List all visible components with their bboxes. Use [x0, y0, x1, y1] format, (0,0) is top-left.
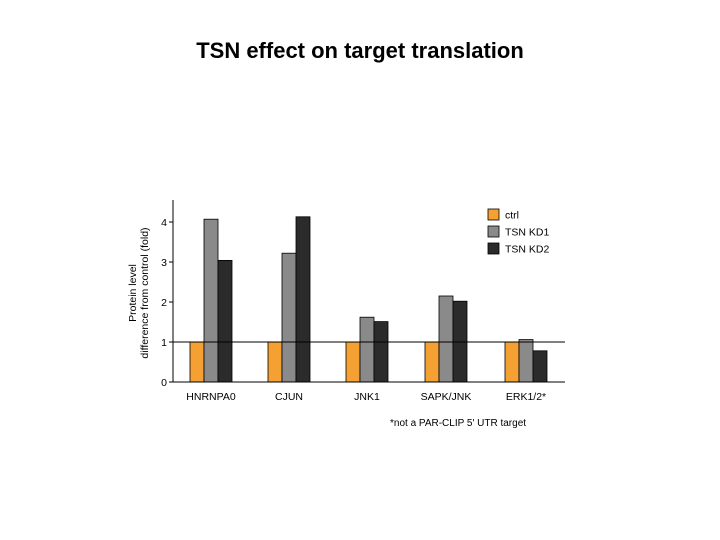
footnote: *not a PAR-CLIP 5' UTR target: [390, 418, 526, 429]
axes-group: 0 1 2 3 4: [161, 200, 565, 389]
x-tick-label: HNRNPA0: [186, 391, 236, 403]
bar-ctrl-4: [504, 341, 520, 383]
legend: ctrl TSN KD1 TSN KD2: [487, 208, 550, 256]
y-tick-label: 1: [161, 337, 167, 349]
bar-tsn-kd2-4: [532, 350, 548, 383]
legend-swatch: [487, 242, 500, 255]
legend-swatch: [487, 208, 500, 221]
bar-tsn-kd2-0: [217, 259, 233, 383]
x-tick-label: JNK1: [354, 391, 380, 403]
y-axis-title: Protein level difference from control (f…: [127, 227, 151, 358]
y-tick-label: 2: [161, 297, 167, 309]
legend-label: TSN KD2: [505, 244, 550, 256]
bar-tsn-kd2-1: [295, 216, 311, 383]
legend-label: ctrl: [505, 210, 519, 222]
bar-tsn-kd1-3: [438, 295, 454, 383]
bars-group: HNRNPA0 CJUN JNK1 SAPK/JNK ERK1/2*: [186, 216, 548, 403]
bar-ctrl-3: [424, 341, 440, 383]
bar-ctrl-0: [189, 341, 205, 383]
bar-tsn-kd2-2: [373, 321, 389, 383]
slide-title: TSN effect on target translation: [196, 38, 524, 63]
bar-tsn-kd1-0: [203, 218, 219, 383]
bar-tsn-kd1-4: [518, 339, 534, 383]
bar-tsn-kd1-1: [281, 252, 297, 383]
y-axis-title-line2: difference from control (fold): [139, 227, 151, 358]
legend-label: TSN KD1: [505, 227, 550, 239]
bar-ctrl-2: [345, 341, 361, 383]
y-tick-label: 0: [161, 377, 167, 389]
bar-tsn-kd1-2: [359, 316, 375, 383]
legend-swatch: [487, 225, 500, 238]
x-tick-label: ERK1/2*: [506, 391, 546, 403]
x-tick-label: CJUN: [275, 391, 303, 403]
y-axis-title-line1: Protein level: [127, 264, 139, 322]
y-tick-label: 4: [161, 217, 167, 229]
bar-ctrl-1: [267, 341, 283, 383]
y-tick-label: 3: [161, 257, 167, 269]
x-tick-label: SAPK/JNK: [421, 391, 472, 403]
